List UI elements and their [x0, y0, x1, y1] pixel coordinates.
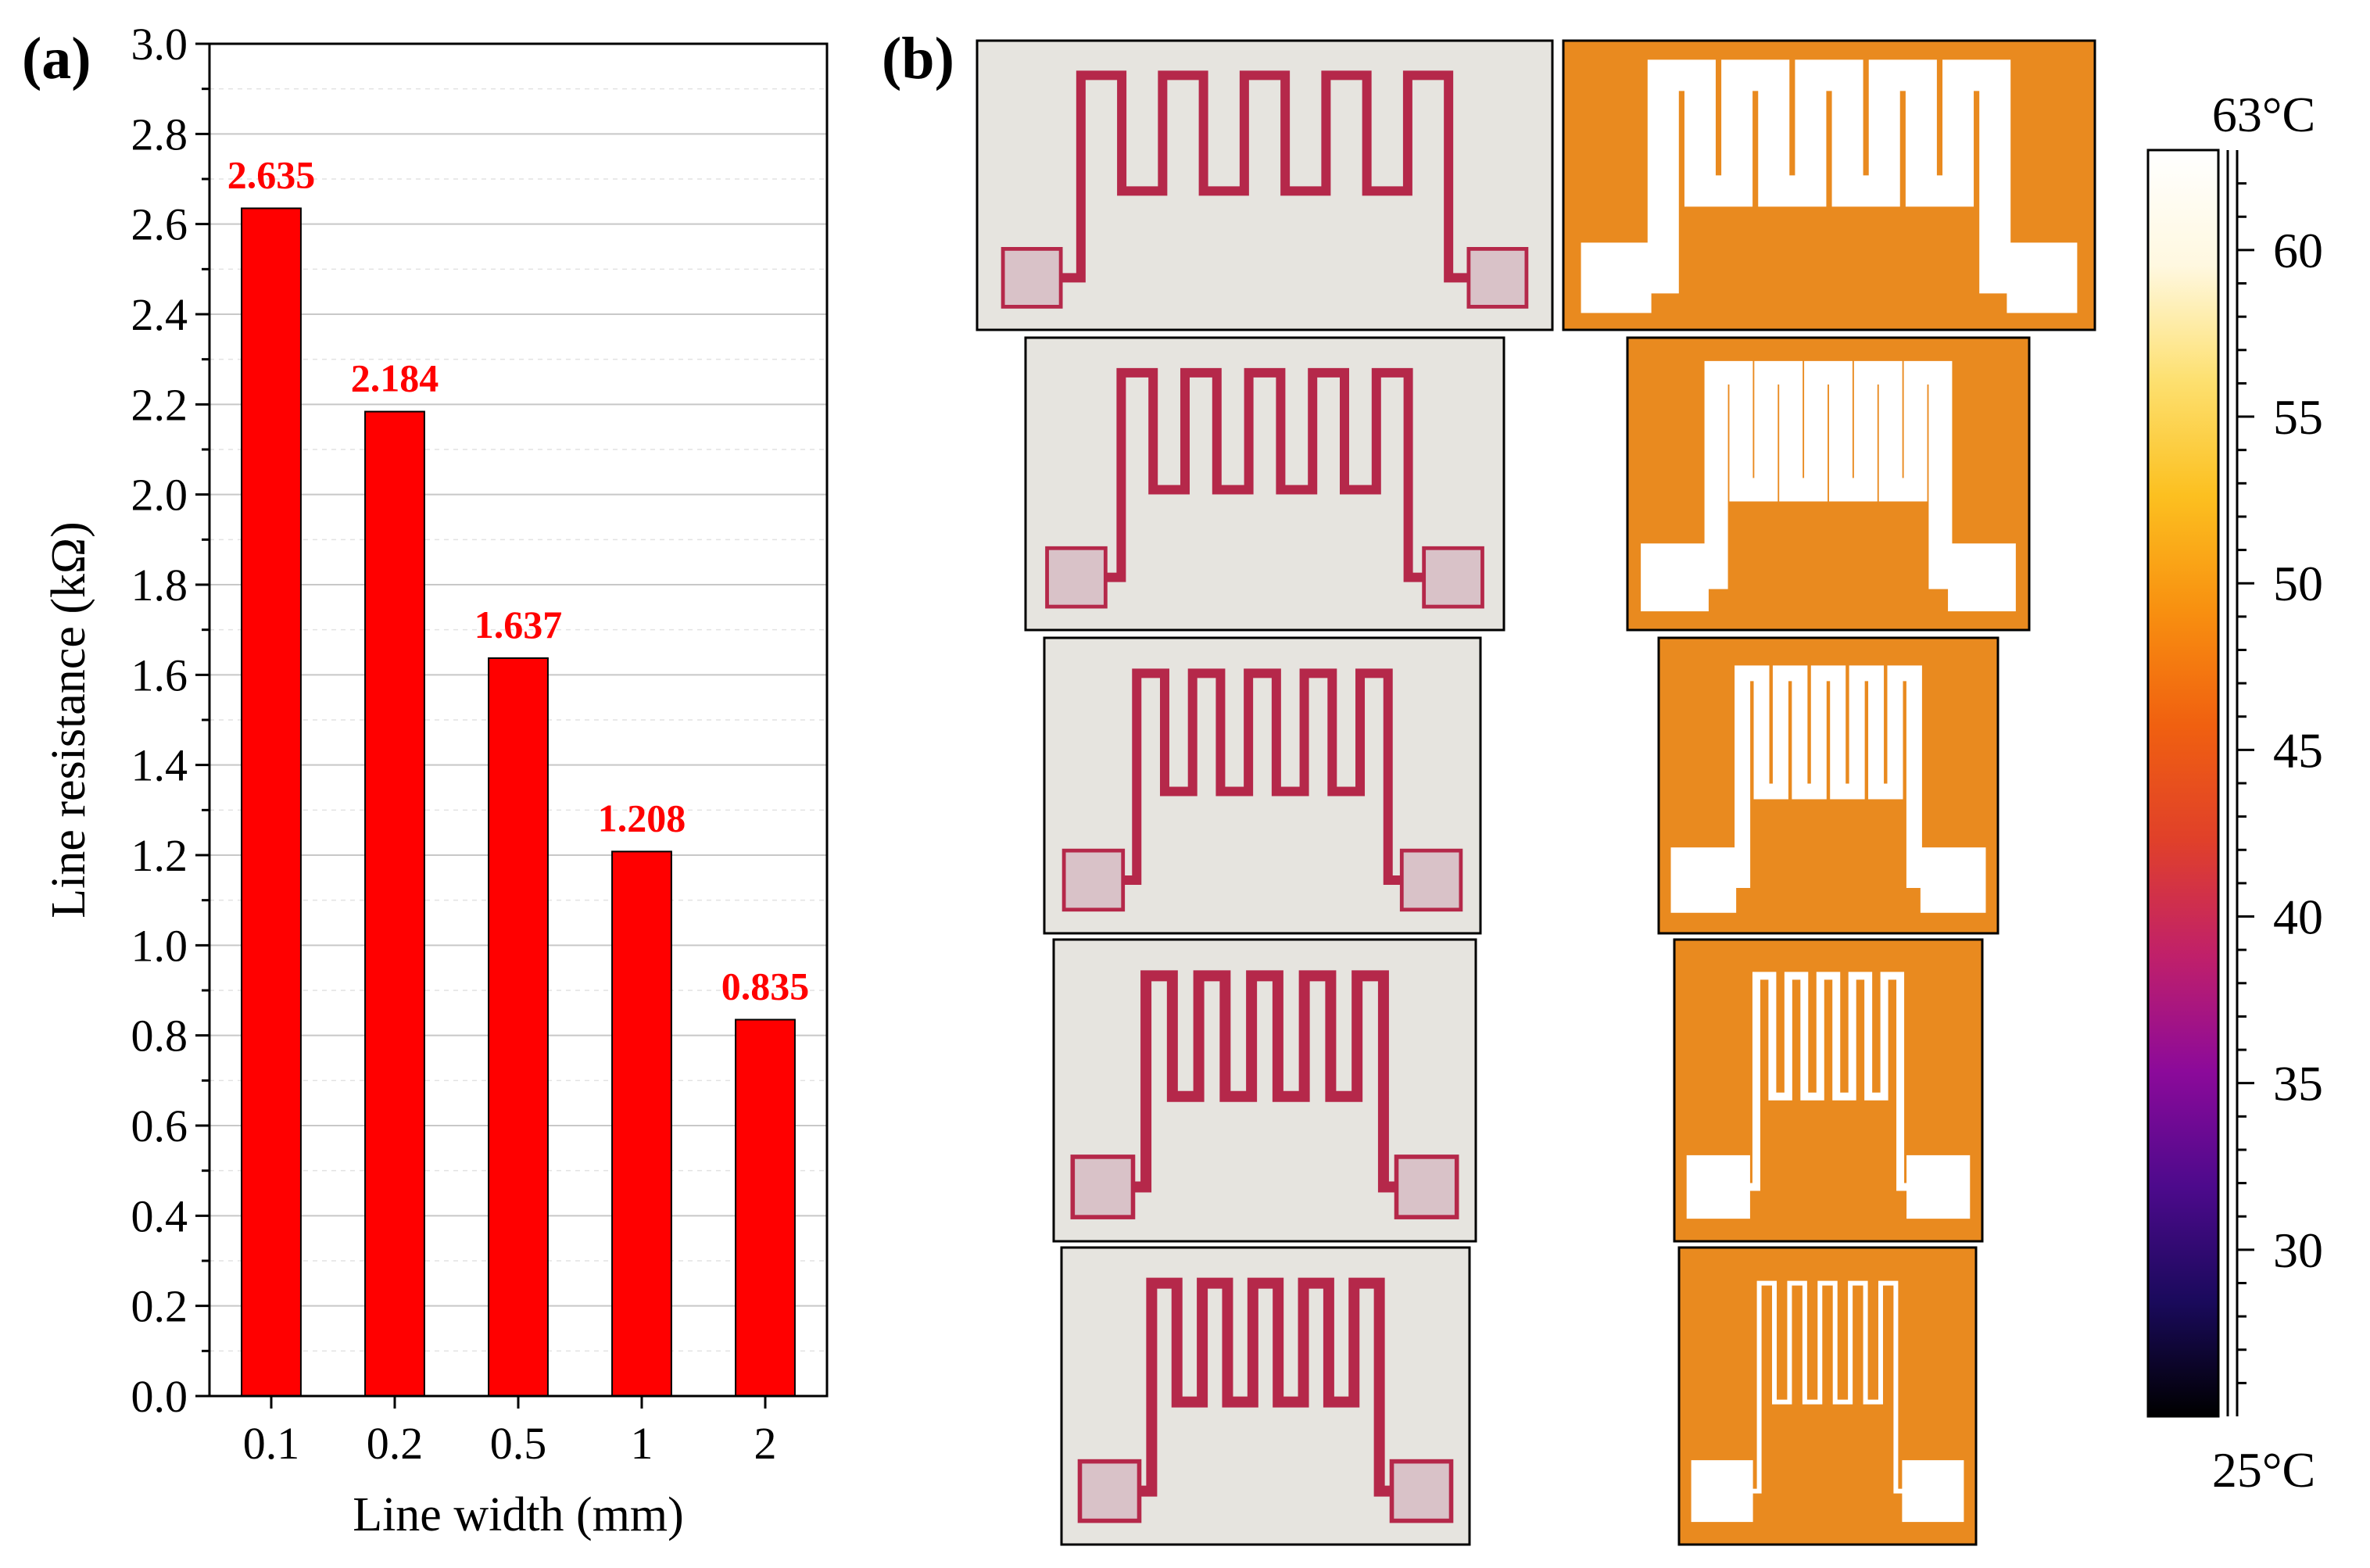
contact-pad	[1466, 246, 1529, 309]
thermal-images	[1562, 39, 2096, 1546]
x-tick-label: 0.1	[243, 1418, 300, 1469]
panel-b-label: (b)	[882, 26, 954, 91]
contact-pad	[1670, 847, 1737, 913]
printed-heater-photos	[976, 39, 1554, 1546]
colorbar-tick-label: 30	[2273, 1223, 2323, 1278]
x-tick-label: 0.5	[490, 1418, 547, 1469]
colorbar-tick-label: 35	[2273, 1056, 2323, 1112]
bar-1	[611, 850, 672, 1398]
colorbar-max-label: 63°C	[2212, 87, 2315, 142]
photo-frame	[976, 39, 1554, 331]
bar-0_2	[364, 410, 425, 1397]
heater-trace	[1706, 1280, 1949, 1494]
bar-value-label: 0.835	[721, 964, 810, 1008]
y-tick-label: 0.8	[131, 1011, 188, 1061]
print-photo-2	[1024, 336, 1505, 632]
contact-pad	[1906, 1155, 1971, 1219]
colorbar: 30 35 40 45 50 55 60 63°C 25°C	[2146, 87, 2323, 1498]
colorbar-tick-label: 50	[2273, 556, 2323, 611]
bar-2	[735, 1018, 796, 1397]
contact-pad	[1902, 1460, 1964, 1523]
thermal-photo-5	[1677, 1246, 1978, 1546]
thermal-photo-2	[1626, 336, 2031, 632]
contact-pad	[1061, 848, 1126, 912]
y-tick-label: 3.0	[131, 19, 188, 70]
print-photo-5	[1060, 1246, 1471, 1546]
contact-pad	[1920, 847, 1986, 913]
contact-pad	[1001, 246, 1063, 309]
heater-trace	[1702, 972, 1955, 1191]
contact-pad	[1077, 1459, 1142, 1523]
thermal-photo-1	[1562, 39, 2096, 331]
heater-trace	[1663, 360, 1993, 589]
thermal-photo-4	[1673, 938, 1984, 1243]
y-axis: 0.0 0.2 0.4 0.6 0.8 1.0 1.2 1.4 1.6 1.8 2.0 2.2 2.4 2…	[131, 19, 209, 1422]
y-axis-title: Line resistance (kΩ)	[42, 521, 95, 918]
y-tick-label: 1.2	[131, 830, 188, 881]
contact-pad	[1399, 848, 1463, 912]
contact-pad	[1422, 546, 1484, 609]
x-tick-label: 2	[754, 1418, 777, 1469]
bar-0_1	[241, 207, 302, 1398]
colorbar-ticks: 30 35 40 45 50 55 60	[2237, 182, 2323, 1384]
contact-pad	[1394, 1155, 1459, 1219]
contact-pad	[1948, 543, 2016, 612]
bar-value-label: 1.208	[598, 796, 686, 839]
colorbar-min-label: 25°C	[2212, 1442, 2315, 1498]
photo-grid	[976, 39, 2096, 1546]
contact-pad	[1691, 1460, 1753, 1523]
heater-trace	[1083, 668, 1441, 885]
contact-pad	[1070, 1155, 1136, 1219]
heater-trace	[1091, 970, 1438, 1193]
y-tick-label: 2.0	[131, 470, 188, 521]
print-photo-1	[976, 39, 1554, 331]
x-axis: 0.1 0.2 0.5 1 2	[243, 1396, 777, 1469]
y-tick-label: 2.6	[131, 199, 188, 250]
y-tick-label: 1.6	[131, 650, 188, 700]
y-tick-label: 0.4	[131, 1190, 188, 1241]
x-tick-label: 1	[631, 1418, 653, 1469]
print-photo-3	[1043, 636, 1482, 935]
colorbar-tick-label: 60	[2273, 223, 2323, 278]
contact-pad	[1641, 543, 1709, 612]
heater-trace	[1069, 367, 1461, 582]
contact-pad	[2007, 242, 2078, 313]
heater-trace	[1611, 59, 2047, 294]
contact-pad	[1686, 1155, 1750, 1219]
y-tick-label: 0.2	[131, 1281, 188, 1332]
y-tick-label: 2.8	[131, 109, 188, 159]
contact-pad	[1045, 546, 1108, 609]
y-tick-label: 0.0	[131, 1371, 188, 1422]
print-photo-4	[1052, 938, 1477, 1243]
contact-pad	[1581, 242, 1652, 313]
x-tick-label: 0.2	[367, 1418, 424, 1469]
bar-value-label: 2.184	[351, 356, 439, 400]
y-tick-label: 0.6	[131, 1101, 188, 1151]
colorbar-tick-label: 40	[2273, 890, 2323, 945]
contact-pad	[1389, 1459, 1454, 1523]
colorbar-tick-label: 55	[2273, 389, 2323, 445]
heater-trace	[1029, 70, 1501, 283]
x-axis-title: Line width (mm)	[353, 1488, 684, 1541]
colorbar-gradient	[2146, 149, 2220, 1418]
panel-a-label: (a)	[22, 26, 91, 91]
bars: 2.635 2.184 1.637 1.208 0.835	[227, 152, 810, 1398]
y-tick-label: 1.8	[131, 560, 188, 610]
bar-value-label: 1.637	[474, 603, 563, 646]
y-tick-label: 1.4	[131, 740, 188, 791]
bar-0_5	[488, 657, 549, 1397]
y-tick-label: 2.4	[131, 289, 188, 340]
colorbar-tick-label: 45	[2273, 722, 2323, 778]
y-tick-label: 1.0	[131, 920, 188, 971]
heater-trace	[1097, 1277, 1434, 1497]
bar-value-label: 2.635	[227, 152, 316, 196]
heater-trace	[1689, 665, 1967, 888]
thermal-photo-3	[1657, 636, 1999, 935]
y-tick-label: 2.2	[131, 379, 188, 430]
